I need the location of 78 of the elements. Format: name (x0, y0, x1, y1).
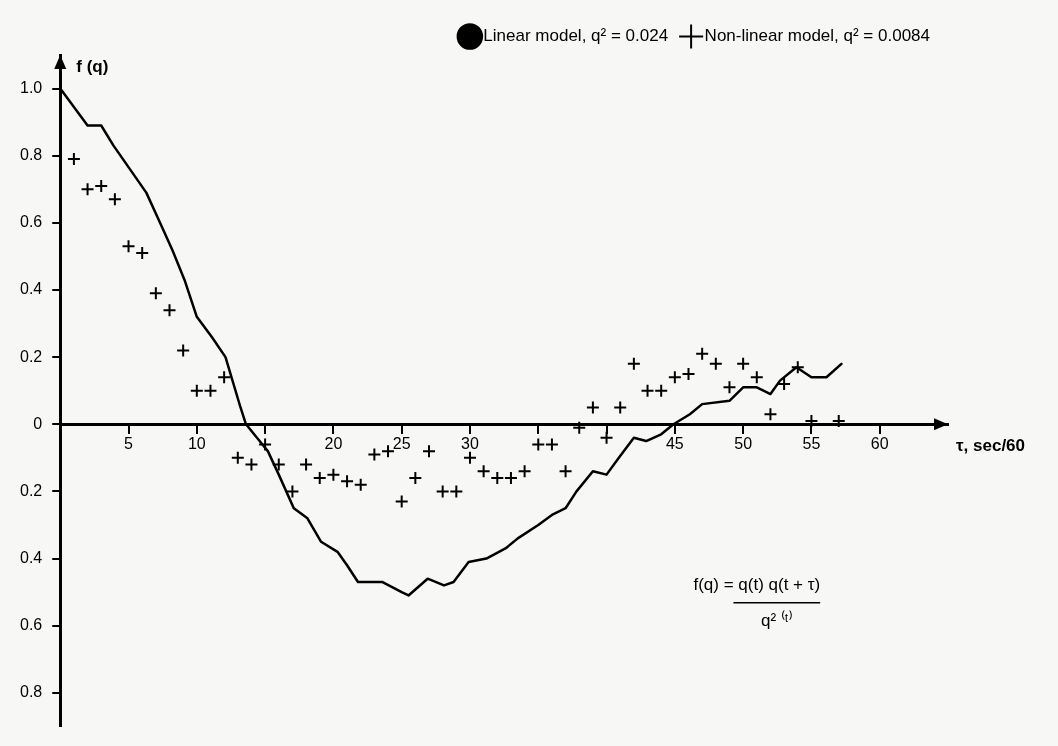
point (94, 178, 109, 193)
point (462, 450, 477, 465)
y-tick-label: 0.2 (19, 347, 43, 365)
point (777, 376, 792, 391)
point (367, 447, 382, 462)
y-tick-label: 0.6 (19, 213, 43, 231)
point (244, 457, 259, 472)
point (831, 413, 846, 428)
y-tick-label: 0.4 (19, 280, 43, 298)
x-tick-label: 20 (324, 435, 343, 453)
point (107, 192, 122, 207)
y-tick-label: 0.6 (19, 616, 43, 634)
point (517, 464, 532, 479)
point (558, 464, 573, 479)
x-tick-label: 5 (124, 435, 134, 453)
point (654, 383, 669, 398)
point (312, 470, 327, 485)
point (217, 370, 232, 385)
y-axis-title: f (q) (76, 56, 109, 76)
x-tick-label: 60 (870, 435, 889, 453)
y-tick-label: 0.4 (19, 548, 43, 566)
point (203, 383, 218, 398)
point (736, 356, 751, 371)
legend-label: Linear model, q² = 0.024 (483, 26, 669, 46)
point (148, 286, 163, 301)
point (695, 346, 710, 361)
point (299, 457, 314, 472)
point (285, 484, 300, 499)
point (503, 470, 518, 485)
x-tick-label: 10 (187, 435, 206, 453)
point (531, 437, 546, 452)
point (66, 152, 81, 167)
point (394, 494, 409, 509)
point (435, 484, 450, 499)
point (640, 383, 655, 398)
point (681, 366, 696, 381)
point (572, 420, 587, 435)
point (613, 400, 628, 415)
point (544, 437, 559, 452)
point (162, 303, 177, 318)
point (189, 383, 204, 398)
y-tick-label: 1.0 (19, 78, 43, 96)
point (258, 437, 273, 452)
point (422, 444, 436, 459)
point (722, 380, 737, 395)
point (599, 430, 614, 445)
point (449, 484, 464, 499)
x-tick-label: 25 (392, 435, 411, 453)
point (490, 470, 505, 485)
point (763, 407, 778, 422)
x-tick-label: 45 (665, 435, 684, 453)
point (121, 239, 136, 254)
x-tick-label: 50 (734, 435, 753, 453)
point (708, 356, 723, 371)
point (80, 182, 95, 197)
x-tick-label: 30 (461, 435, 479, 453)
point (135, 246, 150, 261)
point (230, 450, 245, 465)
point (408, 470, 423, 485)
y-tick-label: 0.8 (19, 683, 43, 701)
y-tick-label: 0.8 (19, 146, 43, 164)
point (340, 474, 355, 489)
point (626, 356, 641, 371)
x-axis-title: τ, sec/60 (956, 435, 1026, 455)
point (476, 464, 491, 479)
point (749, 370, 764, 385)
y-tick-label: 0.2 (19, 481, 43, 499)
y-tick-label: 0 (33, 414, 43, 432)
point (326, 467, 341, 482)
point (790, 360, 805, 375)
point (353, 477, 368, 492)
point (176, 343, 191, 358)
x-tick-label: 55 (802, 435, 821, 453)
point (585, 400, 600, 415)
annotation: q² ⁽ᵗ⁾ (761, 609, 793, 630)
point (667, 370, 682, 385)
legend-label: Non-linear model, q² = 0.0084 (704, 26, 931, 46)
annotation: f(q) = q(t) q(t + τ) (693, 574, 821, 594)
